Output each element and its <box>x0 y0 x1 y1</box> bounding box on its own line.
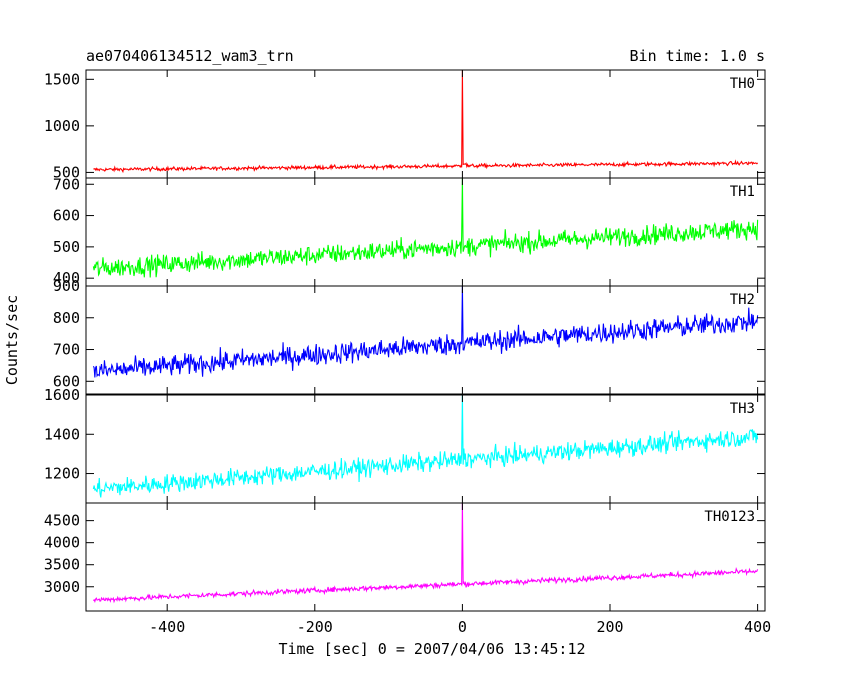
y-tick-label: 1400 <box>44 425 80 443</box>
panel-frame <box>85 69 766 179</box>
y-tick-label: 800 <box>53 309 80 327</box>
panel-th3: 1200 1400 1600 TH3 <box>44 386 766 504</box>
x-axis: -400 -200 0 200 400 <box>149 618 771 636</box>
y-tick-label: 3500 <box>44 556 80 574</box>
y-tick-label: 4500 <box>44 512 80 530</box>
x-tick-label: 400 <box>744 618 771 636</box>
series-line-th0 <box>93 70 759 174</box>
y-tick-label: 3000 <box>44 578 80 596</box>
panel-label-th1: TH1 <box>730 184 755 200</box>
panel-label-th0123: TH0123 <box>704 509 755 525</box>
y-tick-label: 1600 <box>44 386 80 404</box>
y-tick-label: 600 <box>53 207 80 225</box>
x-tick-label: 200 <box>596 618 623 636</box>
x-axis-label: Time [sec] 0 = 2007/04/06 13:45:12 <box>278 640 585 658</box>
y-tick-label: 900 <box>53 277 80 295</box>
panel-label-th0: TH0 <box>730 76 755 92</box>
x-tick-label: 0 <box>458 618 467 636</box>
y-tick-label: 1000 <box>44 117 80 135</box>
series-line-th0123 <box>92 503 759 604</box>
bin-time-label: Bin time: 1.0 s <box>630 47 765 65</box>
y-tick-label: 700 <box>53 175 80 193</box>
y-tick-label: 400 <box>53 269 80 287</box>
x-tick-label: -400 <box>149 618 185 636</box>
series-line-th1 <box>92 178 759 278</box>
panel-th0: 500 1000 1500 TH0 <box>44 69 766 181</box>
panel-th1: 400 500 600 700 TH1 <box>53 175 766 287</box>
y-tick-label: 500 <box>53 238 80 256</box>
series-line-th3 <box>92 395 759 498</box>
chart-title: ae070406134512_wam3_trn <box>86 47 294 65</box>
x-tick-label: -200 <box>297 618 333 636</box>
panel-label-th2: TH2 <box>730 292 755 308</box>
panels-group: 500 1000 1500 TH0 400 500 600 700 TH1 600 700 800 90… <box>44 69 766 612</box>
panel-th2: 600 700 800 900 TH2 <box>53 277 766 395</box>
panel-frame <box>85 502 766 612</box>
panel-frame <box>85 285 766 395</box>
y-tick-label: 1500 <box>44 70 80 88</box>
series-line-th2 <box>92 286 759 378</box>
panel-label-th3: TH3 <box>730 401 755 417</box>
panel-th0123: 3000 3500 4000 4500 TH0123 <box>44 502 766 612</box>
y-tick-label: 600 <box>53 372 80 390</box>
y-tick-label: 500 <box>53 163 80 181</box>
y-tick-label: 700 <box>53 341 80 359</box>
y-tick-label: 1200 <box>44 465 80 483</box>
y-axis-label: Counts/sec <box>3 295 21 385</box>
y-tick-label: 4000 <box>44 534 80 552</box>
